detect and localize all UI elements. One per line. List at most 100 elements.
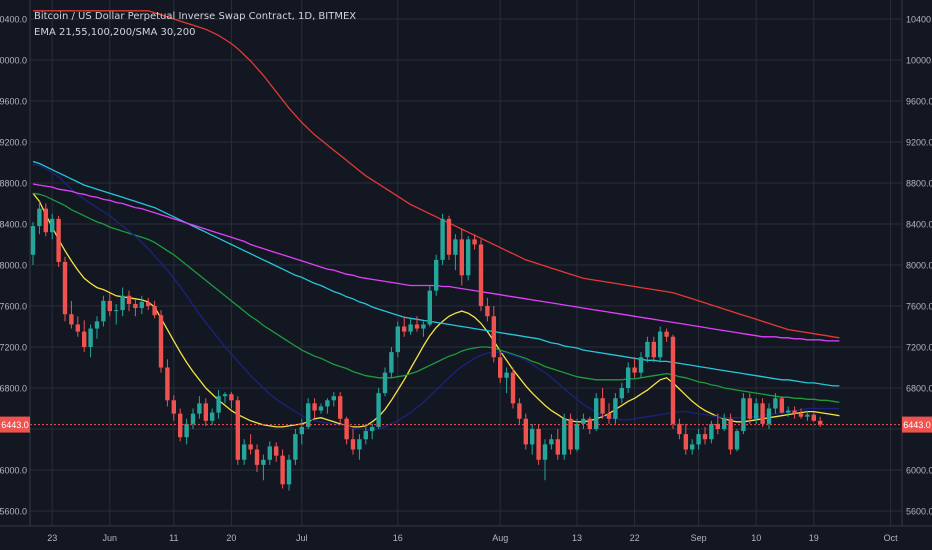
candle-body	[734, 431, 740, 450]
price-badge-left: 6443.0	[1, 420, 29, 430]
candle-body	[69, 314, 74, 325]
candle-body	[651, 341, 656, 358]
candle-body	[43, 208, 48, 233]
candle-body	[101, 300, 106, 322]
candle-body	[792, 410, 797, 414]
price-badges: 6443.0 6443.0	[0, 416, 932, 433]
candlesticks	[30, 201, 823, 491]
y-tick-label-right: 7600.0	[906, 302, 932, 312]
candle-body	[139, 301, 144, 309]
candle-body	[478, 244, 484, 306]
candle-body	[542, 444, 548, 460]
grid-lines	[30, 0, 902, 526]
candle-body	[741, 398, 746, 432]
candle-body	[702, 434, 708, 440]
y-tick-label-right: 7200.0	[906, 343, 932, 353]
candle-body	[459, 239, 464, 276]
indicator-line-ema-100	[32, 160, 840, 387]
price-badge-right: 6443.0	[903, 420, 931, 430]
candle-body	[107, 300, 112, 312]
x-tick-label: Sep	[691, 533, 707, 543]
candle-body	[402, 326, 407, 332]
candle-body	[62, 261, 68, 315]
candle-body	[606, 413, 612, 419]
y-tick-label-left: 10000.0	[0, 56, 27, 66]
candle-body	[555, 439, 560, 455]
y-tick-label-left: 8800.0	[0, 179, 27, 189]
candle-body	[658, 331, 663, 358]
price-badge-left-bg	[0, 416, 30, 433]
candle-body	[197, 403, 202, 414]
candle-body	[523, 418, 528, 445]
candle-body	[382, 372, 388, 394]
candle-body	[286, 459, 292, 485]
candle-body	[485, 306, 490, 317]
candle-body	[446, 218, 452, 255]
candle-body	[325, 400, 330, 407]
candle-body	[440, 218, 445, 260]
candle-body	[773, 398, 778, 409]
candle-body	[357, 439, 362, 450]
candle-body	[766, 408, 772, 424]
candle-body	[306, 403, 311, 427]
candle-body	[798, 413, 804, 417]
candle-body	[568, 418, 573, 450]
indicator-line-ema-55	[32, 192, 840, 404]
candle-body	[786, 410, 791, 413]
candle-body	[75, 324, 80, 332]
y-tick-label-right: 10000.0	[906, 56, 932, 66]
x-tick-label: Aug	[492, 533, 508, 543]
x-tick-label: 23	[47, 533, 57, 543]
y-tick-label-right: 6800.0	[906, 384, 932, 394]
x-tick-label: 13	[572, 533, 582, 543]
candle-body	[165, 367, 170, 401]
candle-body	[82, 331, 87, 347]
candle-body	[549, 439, 554, 445]
candle-body	[114, 310, 119, 312]
candle-body	[683, 434, 688, 450]
candle-body	[722, 418, 727, 429]
y-tick-label-right: 8800.0	[906, 179, 932, 189]
candle-body	[779, 398, 784, 413]
candle-body	[363, 431, 368, 440]
candle-body	[760, 403, 765, 424]
candle-body	[248, 444, 253, 450]
candle-body	[222, 394, 228, 397]
candle-body	[261, 459, 266, 465]
candle-body	[94, 321, 100, 329]
candle-body	[536, 429, 541, 460]
candle-body	[818, 420, 823, 425]
indicator-line-ema-21	[32, 192, 840, 428]
candle-body	[530, 429, 535, 445]
x-tick-label: 22	[630, 533, 640, 543]
x-tick-label: Oct	[884, 533, 899, 543]
candle-body	[747, 398, 752, 419]
x-tick-label: Jun	[103, 533, 118, 543]
candle-body	[754, 403, 759, 419]
candle-body	[242, 444, 247, 460]
candle-body	[664, 331, 669, 337]
candle-body	[229, 394, 234, 401]
candle-body	[408, 324, 413, 332]
candle-body	[344, 418, 349, 440]
candle-body	[235, 400, 240, 460]
candle-body	[670, 336, 676, 424]
x-tick-label: 20	[226, 533, 236, 543]
candle-body	[421, 324, 426, 329]
indicator-lines	[32, 10, 840, 431]
candle-body	[805, 414, 810, 417]
candle-body	[178, 413, 183, 438]
candle-body	[267, 446, 272, 460]
x-axis-labels: 23Jun1120Jul16Aug1322Sep1019Oct1526	[47, 533, 899, 543]
y-tick-label-right: 8400.0	[906, 220, 932, 230]
candle-body	[581, 418, 586, 424]
candle-body	[184, 423, 189, 438]
candle-body	[50, 218, 55, 233]
x-tick-label: 19	[809, 533, 819, 543]
candle-body	[152, 306, 157, 316]
candle-body	[274, 446, 279, 456]
candle-body	[453, 239, 458, 255]
candle-body	[158, 315, 164, 368]
x-tick-label: Jul	[296, 533, 308, 543]
